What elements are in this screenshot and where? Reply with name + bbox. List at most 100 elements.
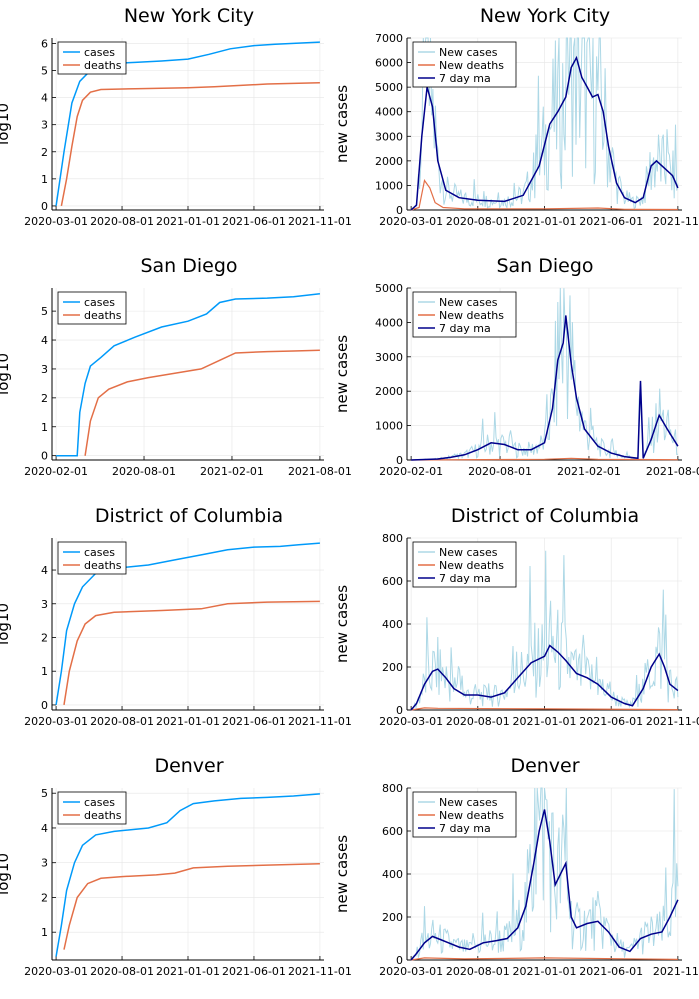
y-tick-label: 3000 xyxy=(375,351,403,364)
x-tick-label: 2021-06-01 xyxy=(222,965,286,978)
x-tick-label: 2021-08-01 xyxy=(646,465,699,478)
y-tick-label: 200 xyxy=(382,661,403,674)
x-tick-label: 2020-08-01 xyxy=(468,465,532,478)
x-tick-label: 2020-08-01 xyxy=(90,215,154,228)
y-tick-label: 6000 xyxy=(375,57,403,70)
y-tick-label: 1000 xyxy=(375,179,403,192)
chart-title: Denver xyxy=(154,755,223,777)
legend-entry: New cases xyxy=(439,796,498,809)
y-axis-label: log10 xyxy=(0,603,12,645)
y-tick-label: 4 xyxy=(41,92,48,105)
x-tick-label: 2021-11-01 xyxy=(288,215,352,228)
x-tick-label: 2020-08-01 xyxy=(112,465,176,478)
legend-entry: New deaths xyxy=(439,809,504,822)
x-tick-label: 2021-11-01 xyxy=(288,715,352,728)
chart-title: District of Columbia xyxy=(95,505,283,527)
x-tick-label: 2021-01-01 xyxy=(156,715,220,728)
chart-title: San Diego xyxy=(140,255,237,277)
right-chart-1: 0 1000 2000 3000 4000 5000 2020-02-01 2020-08-0… xyxy=(333,255,699,478)
y-tick-label: 0 xyxy=(41,450,48,463)
x-tick-label: 2021-06-01 xyxy=(579,215,643,228)
legend-entry: New deaths xyxy=(439,559,504,572)
y-axis-label: new cases xyxy=(333,335,351,413)
y-tick-label: 200 xyxy=(382,911,403,924)
legend-entry: deaths xyxy=(84,559,122,572)
y-tick-label: 3 xyxy=(41,119,48,132)
y-tick-label: 4000 xyxy=(375,106,403,119)
y-tick-label: 600 xyxy=(382,825,403,838)
x-tick-label: 2021-01-01 xyxy=(156,965,220,978)
right-chart-3: 0 200 400 600 800 2020-03-01 2020-08-01 2021-01… xyxy=(333,755,699,978)
series-line-cases xyxy=(55,793,320,957)
y-tick-label: 400 xyxy=(382,618,403,631)
y-tick-label: 1 xyxy=(41,421,48,434)
y-tick-label: 4 xyxy=(41,564,48,577)
y-tick-label: 6 xyxy=(41,37,48,50)
y-axis-label: log10 xyxy=(0,103,12,145)
x-tick-label: 2021-01-01 xyxy=(513,965,577,978)
series-line-7-day-ma xyxy=(410,55,679,211)
legend-entry: New cases xyxy=(439,46,498,59)
chart-title: San Diego xyxy=(496,255,593,277)
x-tick-label: 2021-01-01 xyxy=(513,215,577,228)
y-tick-label: 2000 xyxy=(375,385,403,398)
y-tick-label: 2 xyxy=(41,891,48,904)
x-tick-label: 2021-08-01 xyxy=(288,465,352,478)
legend-entry: cases xyxy=(84,796,115,809)
legend-entry: 7 day ma xyxy=(439,572,491,585)
chart-title: District of Columbia xyxy=(451,505,639,527)
left-chart-1: 0 1 2 3 4 5 2020-02-01 2020-08-01 2021-02-01 2021… xyxy=(0,255,352,478)
x-tick-label: 2020-02-01 xyxy=(24,465,88,478)
legend-entry: 7 day ma xyxy=(439,822,491,835)
series-line-deaths xyxy=(63,600,320,706)
chart-title: Denver xyxy=(510,755,579,777)
legend-box xyxy=(57,791,127,825)
y-tick-label: 7000 xyxy=(375,32,403,45)
legend-box xyxy=(57,291,127,325)
y-tick-label: 5000 xyxy=(375,81,403,94)
y-tick-label: 400 xyxy=(382,868,403,881)
series-line-new-deaths xyxy=(411,707,678,711)
y-axis-label: new cases xyxy=(333,835,351,913)
x-tick-label: 2020-08-01 xyxy=(90,965,154,978)
y-tick-label: 4 xyxy=(41,334,48,347)
series-line-new-cases xyxy=(410,550,679,711)
series-line-7-day-ma xyxy=(411,315,679,461)
series-line-new-deaths xyxy=(411,957,678,961)
y-tick-label: 3 xyxy=(41,363,48,376)
y-tick-label: 3000 xyxy=(375,130,403,143)
x-tick-label: 2021-02-01 xyxy=(200,465,264,478)
legend-entry: New deaths xyxy=(439,59,504,72)
x-tick-label: 2021-01-01 xyxy=(513,715,577,728)
legend-entry: deaths xyxy=(84,59,122,72)
legend-entry: New cases xyxy=(439,546,498,559)
x-tick-label: 2021-11-01 xyxy=(646,715,699,728)
y-tick-label: 0 xyxy=(41,200,48,213)
x-tick-label: 2021-06-01 xyxy=(222,215,286,228)
x-tick-label: 2020-03-01 xyxy=(379,965,443,978)
y-tick-label: 0 xyxy=(41,699,48,712)
y-tick-label: 2000 xyxy=(375,155,403,168)
x-tick-label: 2020-03-01 xyxy=(24,215,88,228)
series-line-deaths xyxy=(60,81,320,207)
series-line-new-cases xyxy=(410,787,679,961)
x-tick-label: 2020-08-01 xyxy=(446,215,510,228)
x-tick-label: 2021-11- xyxy=(653,965,699,978)
y-tick-label: 1 xyxy=(41,665,48,678)
y-tick-label: 2 xyxy=(41,631,48,644)
series-line-7-day-ma xyxy=(410,809,679,961)
legend-box xyxy=(57,541,127,575)
y-tick-label: 1 xyxy=(41,173,48,186)
legend-entry: 7 day ma xyxy=(439,72,491,85)
legend-entry: New cases xyxy=(439,296,498,309)
series-line-7-day-ma xyxy=(410,644,679,711)
right-chart-2: 0 200 400 600 800 2020-03-01 2020-08-01 2021-01… xyxy=(333,505,699,728)
x-tick-label: 2021-11- xyxy=(653,215,699,228)
x-tick-label: 2020-03-01 xyxy=(379,715,443,728)
y-tick-label: 2 xyxy=(41,146,48,159)
x-tick-label: 2021-11-01 xyxy=(288,965,352,978)
